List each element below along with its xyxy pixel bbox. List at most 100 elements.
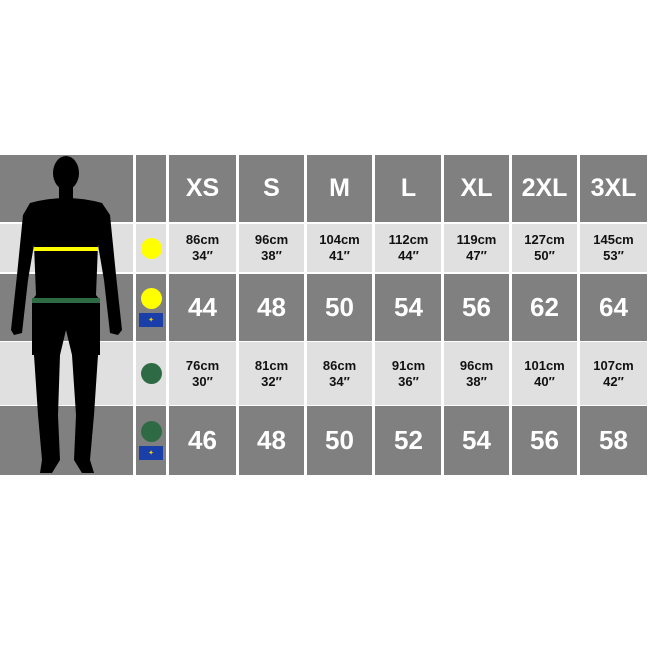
column-divider (166, 155, 169, 475)
waist-in-value: 36″ (398, 373, 419, 389)
waist-in-value: 42″ (603, 373, 624, 389)
chest-in-value: 38″ (261, 248, 282, 263)
chest-cm-value: 104cm (319, 232, 360, 247)
waist-in-value: 32″ (261, 373, 282, 389)
header-row (0, 155, 650, 222)
chest-in-value: 47″ (466, 248, 487, 263)
chest-in-value: 34″ (192, 248, 213, 263)
sizes-value: M (329, 174, 350, 202)
waist-eu-value: 58 (599, 425, 628, 455)
chest-cm-value: 119cm (456, 232, 497, 247)
chest-cell: 145cm 53″ (580, 224, 647, 272)
waist-cm-value: 107cm (593, 357, 634, 373)
chest-eu-cell: 62 (511, 274, 578, 341)
waist-in-value: 30″ (192, 373, 213, 389)
chest-eu-cell: 64 (580, 274, 647, 341)
waist-icon-cell (136, 342, 166, 405)
yellow-dot-icon (140, 288, 162, 309)
chest-eu-value: 54 (394, 292, 423, 322)
chest-in-value: 44″ (398, 248, 419, 263)
waist-cm-value: 91cm (391, 357, 426, 373)
yellow-dot-icon (140, 237, 162, 259)
size-header: M (306, 155, 373, 222)
waist-eu-row (0, 406, 650, 475)
waist-cell: 86cm 34″ (306, 342, 373, 405)
column-divider (647, 155, 650, 475)
eu-flag-icon: ✦ (139, 446, 163, 460)
waist-cm-value: 81cm (254, 357, 289, 373)
chest-eu-cell: 48 (238, 274, 305, 341)
waist-cm-value: 96cm (459, 357, 494, 373)
size-header: 3XL (580, 155, 647, 222)
chest-cm-value: 86cm (185, 232, 220, 247)
chest-cm-value: 127cm (524, 232, 565, 247)
waist-cell: 107cm 42″ (580, 342, 647, 405)
waist-in-value: 40″ (534, 373, 555, 389)
waist-cm-value: 101cm (524, 357, 565, 373)
chest-cm-value: 145cm (593, 232, 634, 247)
green-dot-icon (140, 363, 162, 384)
waist-cell: 81cm 32″ (238, 342, 305, 405)
chest-cell: 96cm 38″ (238, 224, 305, 272)
waist-cell: 91cm 36″ (375, 342, 442, 405)
sizes-value: XS (185, 174, 220, 202)
waist-in-value: 38″ (466, 373, 487, 389)
chest-eu-value: 56 (462, 292, 491, 322)
waist-eu-value: 46 (188, 425, 217, 455)
waist-eu-cell: 58 (580, 406, 647, 475)
chest-eu-cell: 44 (169, 274, 236, 341)
waist-eu-cell: 48 (238, 406, 305, 475)
column-divider (509, 155, 512, 475)
size-chart: XS 86cm 34″ 44 76cm 30″ 46 S 96cm 38″ 48 81cm 32″ 48 M… (0, 155, 650, 475)
chest-in-value: 50″ (534, 248, 555, 263)
green-dot-icon (140, 421, 162, 442)
waist-eu-value: 50 (325, 425, 354, 455)
chest-eu-value: 48 (257, 292, 286, 322)
column-divider (577, 155, 580, 475)
waist-eu-cell: 50 (306, 406, 373, 475)
chest-eu-value: 44 (188, 292, 217, 322)
sizes-value: XL (460, 174, 493, 202)
size-header: S (238, 155, 305, 222)
size-header: L (375, 155, 442, 222)
sizes-value: S (263, 174, 280, 202)
chest-band (34, 247, 98, 251)
chest-eu-value: 50 (325, 292, 354, 322)
chest-eu-cell: 56 (443, 274, 510, 341)
waist-eu-cell: 54 (443, 406, 510, 475)
column-divider (133, 155, 136, 475)
waist-eu-value: 52 (394, 425, 423, 455)
waist-eu-value: 56 (530, 425, 559, 455)
sizes-value: L (400, 174, 417, 202)
eu-flag-icon: ✦ (139, 313, 163, 327)
sizes-value: 3XL (590, 174, 637, 202)
column-divider (441, 155, 444, 475)
chest-eu-cell: 54 (375, 274, 442, 341)
waist-in-value: 34″ (329, 373, 350, 389)
waist-eu-icon-cell: ✦ (136, 406, 166, 475)
waist-cell: 76cm 30″ (169, 342, 236, 405)
man-silhouette (11, 156, 122, 473)
waist-band (32, 298, 100, 303)
sizes-value: 2XL (521, 174, 568, 202)
size-header: 2XL (511, 155, 578, 222)
chest-cell: 112cm 44″ (375, 224, 442, 272)
waist-cell: 101cm 40″ (511, 342, 578, 405)
column-divider (236, 155, 239, 475)
waist-eu-value: 54 (462, 425, 491, 455)
chest-in-value: 41″ (329, 248, 350, 263)
waist-cm-value: 76cm (185, 357, 220, 373)
column-divider (304, 155, 307, 475)
size-header: XS (169, 155, 236, 222)
chest-cell: 127cm 50″ (511, 224, 578, 272)
waist-eu-cell: 56 (511, 406, 578, 475)
chest-in-value: 53″ (603, 248, 624, 263)
size-header: XL (443, 155, 510, 222)
waist-cm-value: 86cm (322, 357, 357, 373)
waist-eu-value: 48 (257, 425, 286, 455)
waist-row (0, 342, 650, 405)
chest-eu-icon-cell: ✦ (136, 274, 166, 341)
chest-icon-cell (136, 224, 166, 272)
waist-eu-cell: 46 (169, 406, 236, 475)
chest-cm-value: 112cm (388, 232, 429, 247)
